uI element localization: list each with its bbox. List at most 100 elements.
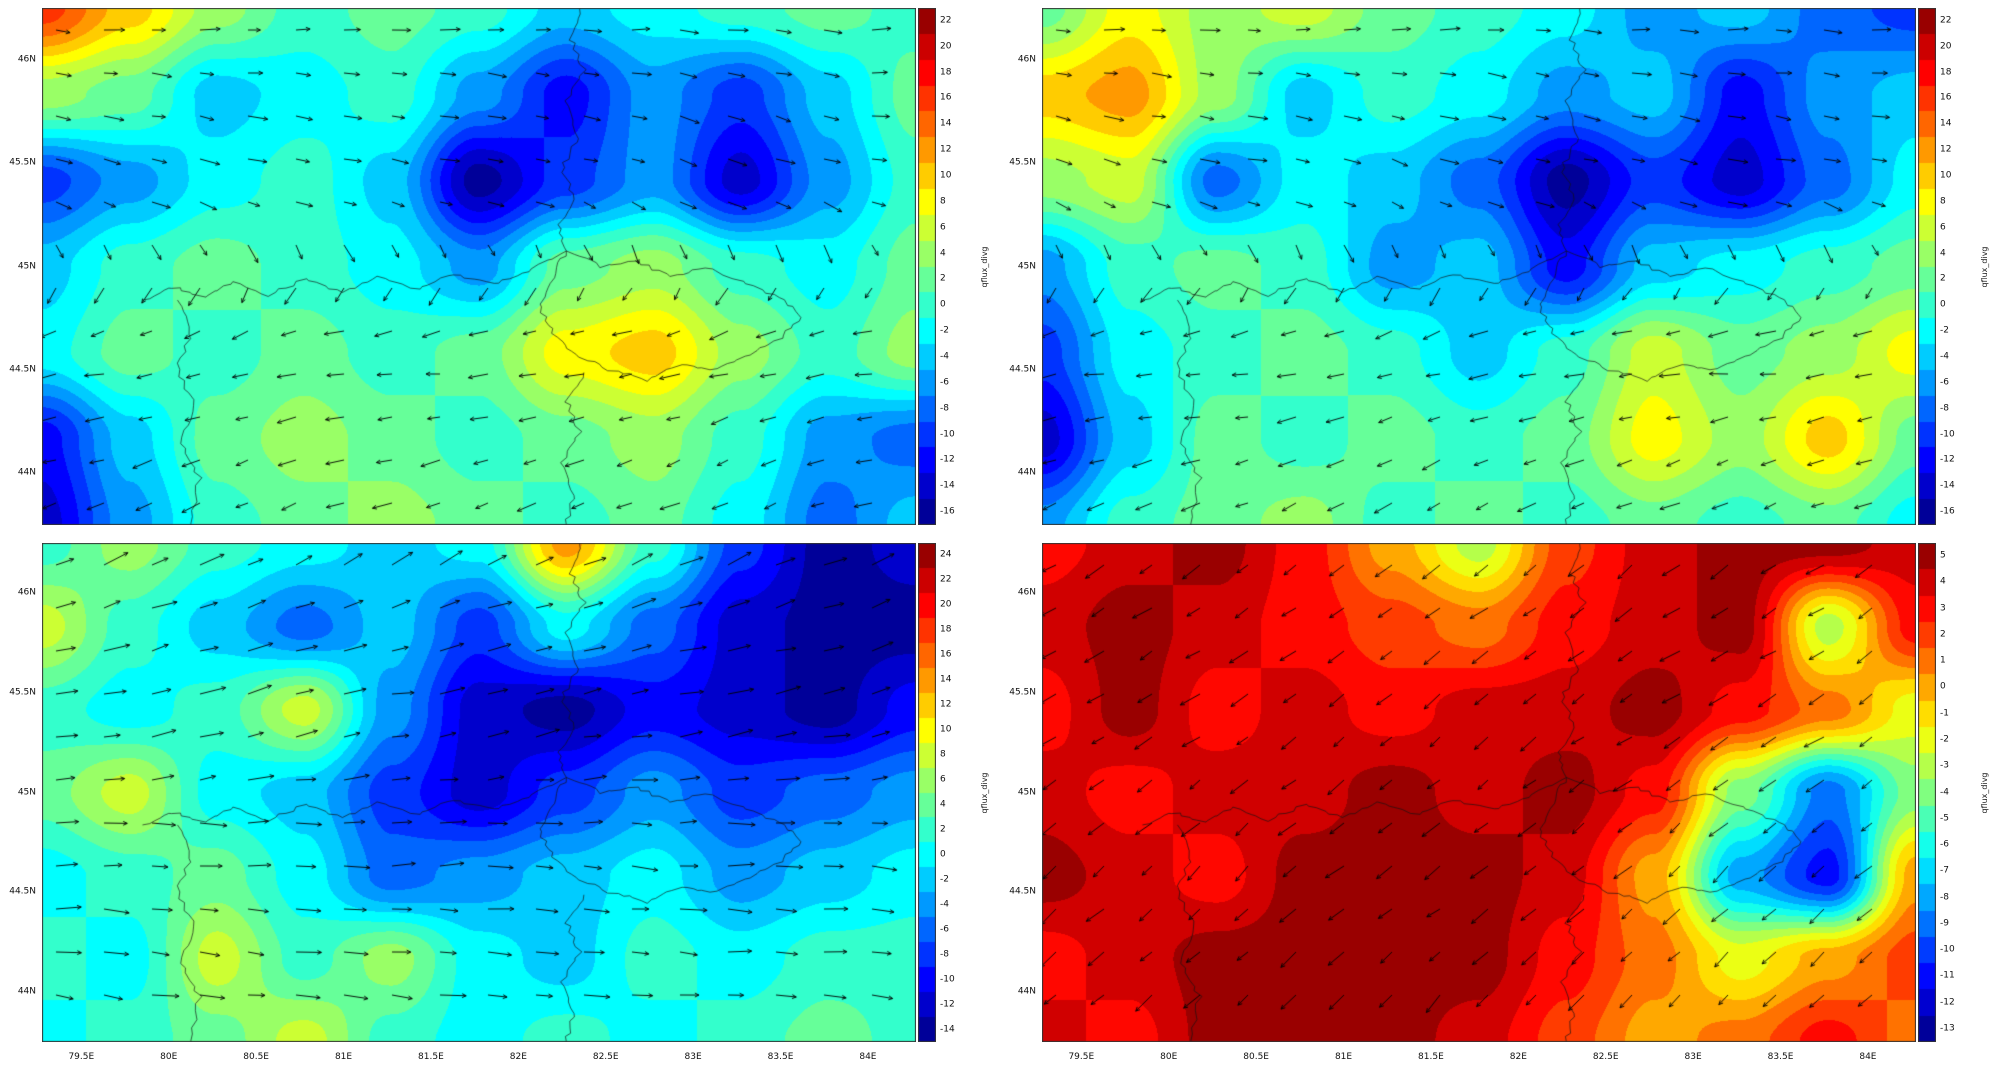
- x-axis-tick-label: 80E: [160, 1052, 178, 1062]
- x-axis-tick-label: 82E: [509, 1052, 527, 1062]
- colorbar-axis-label: qflux_divg: [980, 245, 989, 288]
- y-axis-tick-label: 45N: [1017, 787, 1036, 797]
- colorbar-tick-label: -12: [1940, 997, 1955, 1008]
- y-axis-tick-label: 45.5N: [1009, 157, 1036, 168]
- x-axis-tick-label: 80E: [1160, 1052, 1178, 1062]
- colorbar-tick-label: 8: [940, 749, 946, 760]
- colorbar-tick-label: -2: [1940, 734, 1949, 745]
- colorbar-tick-label: 14: [1940, 118, 1952, 129]
- colorbar-tick-label: 22: [1940, 15, 1952, 26]
- colorbar-ticks: 24 22 20 18 16 14 12 10 8 6 4 2 0 -2 -4 -6 -8 -10 -12 -14: [940, 543, 970, 1042]
- colorbar-tick-label: 4: [1940, 248, 1946, 259]
- colorbar: 24 22 20 18 16 14 12 10 8 6 4 2 0 -2 -4 -6 -8 -10 -12 -14 q…: [918, 543, 994, 1042]
- x-axis-tick-label: 81.5E: [1418, 1052, 1444, 1062]
- x-axis-tick-label: 82E: [1509, 1052, 1527, 1062]
- map-area: [42, 543, 916, 1042]
- colorbar-tick-label: -2: [940, 325, 949, 336]
- colorbar-tick-label: 12: [1940, 144, 1952, 155]
- y-axis-labels: 46N 45.5N 45N 44.5N 44N: [1000, 543, 1040, 1042]
- colorbar-tick-label: -6: [1940, 839, 1949, 850]
- panel-bottom-left: 46N 45.5N 45N 44.5N 44N 24 22 20 18 16 14 12 10 8 6 4 2…: [0, 535, 1000, 1070]
- x-axis-tick-label: 81.5E: [418, 1052, 444, 1062]
- colorbar-tick-label: -10: [1940, 944, 1955, 955]
- colorbar-tick-label: 4: [1940, 576, 1946, 587]
- colorbar-tick-label: 16: [940, 92, 952, 103]
- colorbar-tick-label: -6: [1940, 377, 1949, 388]
- colorbar-tick-label: 10: [940, 724, 952, 735]
- y-axis-tick-label: 45N: [17, 261, 36, 271]
- colorbar-tick-label: 18: [940, 624, 952, 635]
- colorbar-gradient: [918, 8, 936, 525]
- y-axis-tick-label: 44.5N: [9, 886, 36, 897]
- colorbar-tick-label: -6: [940, 924, 949, 935]
- colorbar-tick-label: -14: [940, 480, 955, 491]
- colorbar-tick-label: -1: [1940, 708, 1949, 719]
- x-axis-tick-label: 83.5E: [1767, 1052, 1794, 1062]
- colorbar: 5 4 3 2 1 0 -1 -2 -3 -4 -5 -6 -7 -8 -9 -10 -11 -12 -13 qfl…: [1918, 543, 1994, 1042]
- colorbar-tick-label: 4: [940, 248, 946, 259]
- colorbar-tick-label: 2: [940, 824, 946, 835]
- colorbar-tick-label: 2: [1940, 629, 1946, 640]
- colorbar-tick-label: 1: [1940, 655, 1946, 666]
- colorbar-tick-label: 18: [940, 67, 952, 78]
- y-axis-tick-label: 44N: [17, 986, 36, 997]
- colorbar-tick-label: -5: [1940, 813, 1949, 824]
- contour-map-canvas: [42, 543, 916, 1042]
- y-axis-tick-label: 44N: [1017, 467, 1036, 478]
- y-axis-tick-label: 46N: [17, 587, 36, 598]
- colorbar-tick-label: 10: [940, 170, 952, 181]
- panel-bottom-right: 46N 45.5N 45N 44.5N 44N 5 4 3 2 1 0 -1 -2 -3 -4 -5 -6 -7…: [1000, 535, 2000, 1070]
- colorbar-tick-label: 16: [940, 649, 952, 660]
- colorbar-tick-label: 14: [940, 674, 952, 685]
- x-axis-labels: [42, 513, 916, 527]
- y-axis-tick-label: 45.5N: [1009, 687, 1036, 698]
- contour-map-canvas: [1042, 8, 1916, 525]
- colorbar-tick-label: -10: [940, 429, 955, 440]
- colorbar-tick-label: -13: [1940, 1023, 1955, 1034]
- colorbar-tick-label: 20: [940, 41, 952, 52]
- colorbar-tick-label: -11: [1940, 970, 1955, 981]
- colorbar-tick-label: -12: [1940, 454, 1955, 465]
- colorbar-tick-label: 24: [940, 549, 952, 560]
- colorbar-tick-label: 0: [940, 849, 946, 860]
- contour-map-canvas: [42, 8, 916, 525]
- colorbar-ticks: 22 20 18 16 14 12 10 8 6 4 2 0 -2 -4 -6 -8 -10 -12 -14 -16: [1940, 8, 1970, 525]
- colorbar-tick-label: -4: [1940, 787, 1949, 797]
- x-axis-labels: [1042, 513, 1916, 527]
- x-axis-tick-label: 81E: [334, 1052, 353, 1062]
- colorbar-tick-label: 8: [940, 196, 946, 207]
- colorbar-tick-label: 4: [940, 799, 946, 810]
- x-axis-tick-label: 80.5E: [1243, 1052, 1269, 1062]
- map-area: [1042, 8, 1916, 525]
- colorbar-tick-label: -14: [1940, 480, 1955, 491]
- colorbar-tick-label: -2: [940, 874, 949, 885]
- colorbar-tick-label: 0: [940, 299, 946, 310]
- colorbar-tick-label: -12: [940, 999, 955, 1010]
- y-axis-tick-label: 44.5N: [9, 364, 36, 375]
- y-axis-tick-label: 45.5N: [9, 157, 36, 168]
- x-axis-tick-label: 79.5E: [68, 1052, 95, 1062]
- colorbar-tick-label: 12: [940, 144, 952, 155]
- colorbar-ticks: 5 4 3 2 1 0 -1 -2 -3 -4 -5 -6 -7 -8 -9 -10 -11 -12 -13: [1940, 543, 1970, 1042]
- colorbar-tick-label: -4: [1940, 351, 1949, 362]
- colorbar-gradient: [1918, 8, 1936, 525]
- colorbar-axis-label: qflux_divg: [1980, 245, 1989, 288]
- map-area: [42, 8, 916, 525]
- x-axis-tick-label: 80.5E: [243, 1052, 269, 1062]
- colorbar-tick-label: 8: [1940, 196, 1946, 207]
- colorbar-tick-label: 14: [940, 118, 952, 129]
- colorbar-tick-label: -7: [1940, 865, 1949, 876]
- y-axis-labels: 46N 45.5N 45N 44.5N 44N: [1000, 8, 1040, 525]
- colorbar-tick-label: -8: [1940, 403, 1949, 414]
- colorbar: 22 20 18 16 14 12 10 8 6 4 2 0 -2 -4 -6 -8 -10 -12 -14 -16 …: [918, 8, 994, 525]
- x-axis-tick-label: 81E: [1334, 1052, 1353, 1062]
- y-axis-labels: 46N 45.5N 45N 44.5N 44N: [0, 8, 40, 525]
- colorbar-tick-label: -16: [940, 506, 955, 517]
- colorbar-tick-label: -8: [940, 949, 949, 960]
- colorbar-tick-label: -9: [1940, 918, 1949, 929]
- colorbar-tick-label: 12: [940, 699, 952, 710]
- colorbar-tick-label: -2: [1940, 325, 1949, 336]
- y-axis-tick-label: 44N: [17, 467, 36, 478]
- colorbar-ticks: 22 20 18 16 14 12 10 8 6 4 2 0 -2 -4 -6 -8 -10 -12 -14 -16: [940, 8, 970, 525]
